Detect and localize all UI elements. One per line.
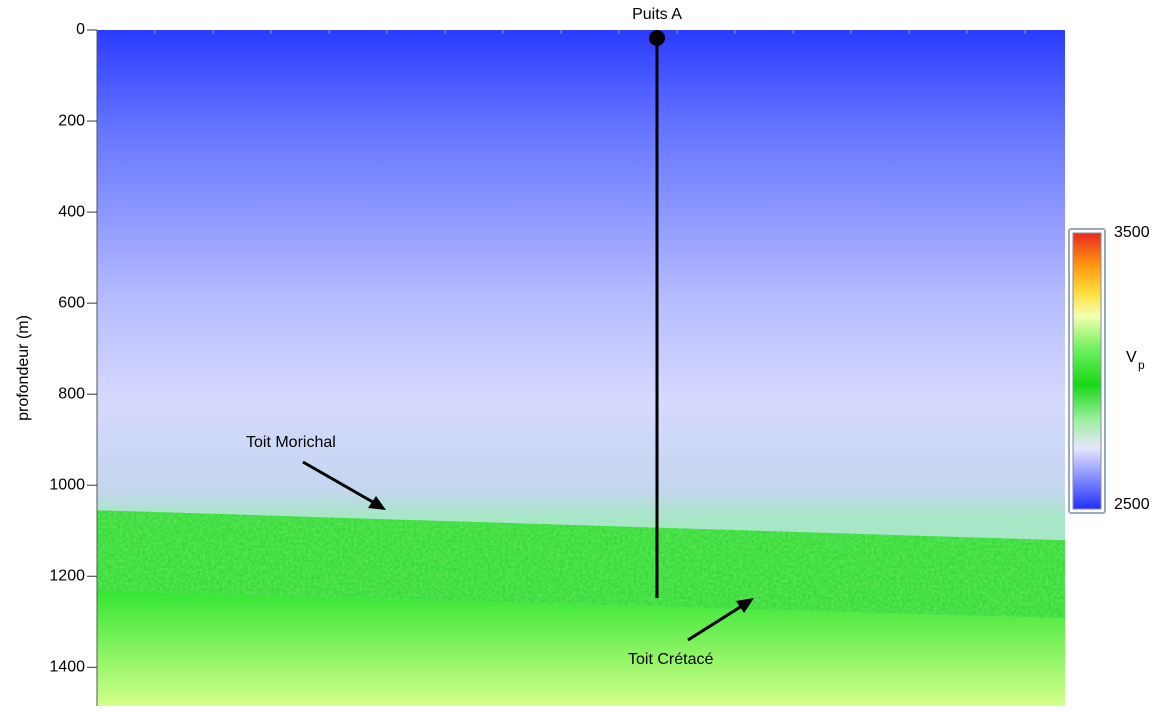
well-head [649,30,665,46]
y-tick-label: 1000 [49,476,85,493]
arrow [302,460,379,507]
colorbar-label: V [1126,349,1137,366]
colorbar-min: 2500 [1114,496,1150,513]
y-axis-label: profondeur (m) [15,315,32,421]
deep-layer [97,590,1065,706]
y-tick-label: 800 [58,385,85,402]
y-tick-label: 200 [58,112,85,129]
horizon-label: Toit Crétacé [628,651,713,668]
arrow [687,602,746,642]
horizon-label: Toit Morichal [246,434,336,451]
morichal-texture [97,510,1065,619]
colorbar [1072,232,1102,510]
colorbar-label-sub: p [1138,358,1145,372]
colorbar-max: 3500 [1114,224,1150,241]
arrow-head [736,598,754,613]
y-tick-label: 0 [76,21,85,38]
y-tick-label: 400 [58,203,85,220]
y-tick-label: 600 [58,294,85,311]
well-label: Puits A [632,6,682,23]
y-tick-label: 1200 [49,567,85,584]
y-tick-label: 1400 [49,659,85,676]
arrow-head [368,496,386,510]
